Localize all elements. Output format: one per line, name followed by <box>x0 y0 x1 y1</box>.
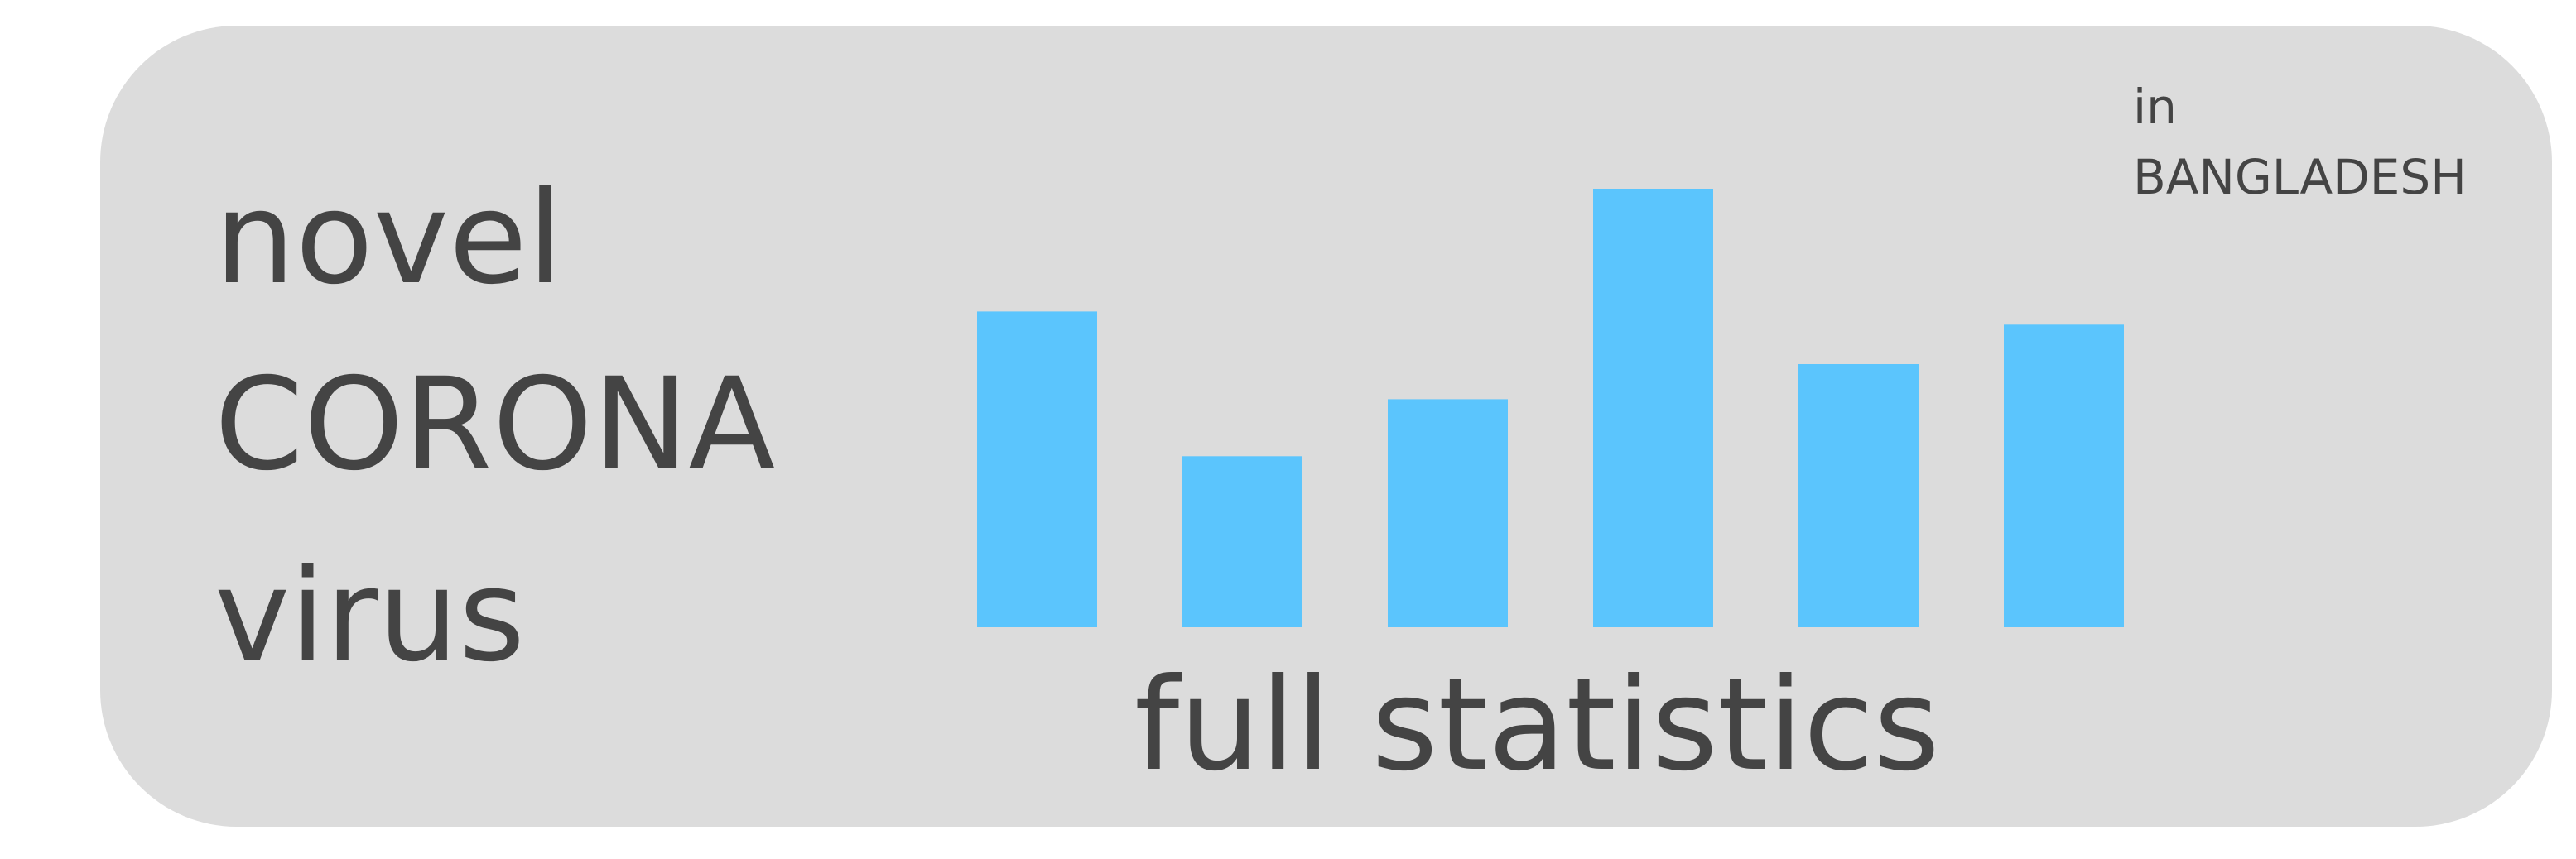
banner-card <box>100 26 2552 827</box>
bar-6 <box>2004 324 2124 627</box>
bar-3 <box>1388 399 1508 627</box>
caption-full-statistics[interactable]: full statistics <box>1134 651 1940 799</box>
region-name: BANGLADESH <box>2133 149 2467 205</box>
region-prefix: in <box>2133 79 2177 135</box>
title-line-virus: virus <box>214 542 526 690</box>
bar-4 <box>1593 189 1713 627</box>
title-line-novel: novel <box>214 165 563 313</box>
bar-1 <box>977 311 1097 627</box>
title-line-corona: CORONA <box>214 351 776 499</box>
bar-5 <box>1798 364 1919 627</box>
bar-2 <box>1182 456 1302 627</box>
